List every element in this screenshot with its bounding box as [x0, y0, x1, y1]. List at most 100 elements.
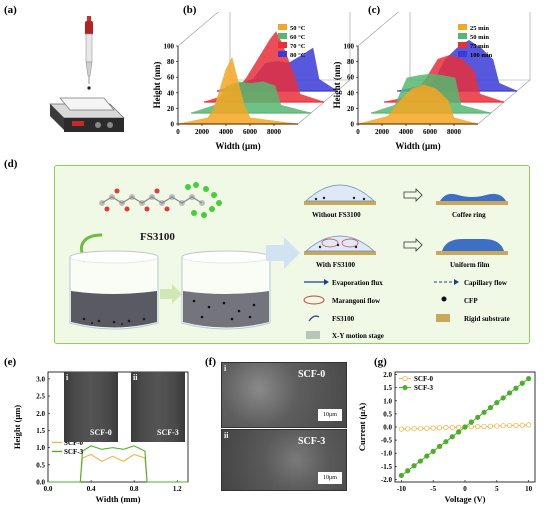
- fs3100-icon: [308, 315, 320, 322]
- chart-c: 0 2000 4000 6000 8000 0 20 40 60 80 100 Width (μm) H…: [332, 12, 531, 151]
- x-tick-label: 8000: [447, 128, 462, 136]
- x-tick-label: 0: [356, 128, 360, 136]
- x-axis-label: Width (mm): [96, 494, 141, 504]
- sem-label: SCF-0: [298, 369, 326, 380]
- y-tick-label: 80: [167, 58, 175, 66]
- chart-b: 0 2000 4000 6000 8000 0 20 40 60 80 100 Width (μm) H…: [152, 12, 351, 151]
- data-point: [430, 448, 436, 454]
- data-point: [500, 395, 506, 401]
- legend-label: 100 min: [470, 52, 493, 59]
- panel-f-label: (f): [205, 356, 216, 368]
- y-tick-label: -2.0: [381, 476, 393, 484]
- legend-swatch: [278, 42, 287, 48]
- x-axis-label: Width (μm): [395, 141, 440, 151]
- x-tick-label: -10: [397, 485, 407, 493]
- x-tick-label: 6000: [243, 128, 258, 136]
- legend-swatch: [458, 42, 467, 48]
- legend-label: 60 °C: [290, 34, 306, 41]
- legend-swatch: [278, 33, 287, 39]
- panel-d-label: (d): [4, 158, 18, 170]
- y-tick-label: 20: [167, 105, 175, 113]
- x-tick-label: 0.8: [130, 485, 139, 493]
- x-tick-label: 8000: [267, 128, 282, 136]
- coffee-ring-label: Coffee ring: [452, 211, 486, 219]
- y-tick-label: 1.0: [383, 397, 392, 405]
- legend-label: 75 min: [470, 43, 489, 50]
- data-point: [506, 422, 513, 429]
- x-tick-label: -5: [430, 485, 436, 493]
- y-tick-label: 0: [171, 121, 175, 129]
- fs3100-molecule-icon: [99, 182, 222, 218]
- data-point: [487, 405, 494, 411]
- x-tick-label: 0.0: [44, 485, 53, 493]
- data-point: [443, 439, 449, 445]
- data-point: [398, 472, 404, 479]
- data-point: [449, 424, 455, 431]
- data-point: [417, 425, 424, 432]
- y-tick-label: 0.0: [36, 479, 45, 487]
- data-point: [449, 434, 455, 440]
- legend-swatch: [458, 33, 467, 39]
- data-point: [475, 423, 481, 430]
- y-tick-label: 80: [347, 58, 355, 66]
- x-axis-label: Voltage (V): [445, 494, 486, 504]
- y-tick-label: 0.5: [383, 410, 392, 418]
- marangoni-flow-icon: [303, 295, 325, 305]
- y-tick-label: 2.5: [36, 393, 45, 401]
- sem-index: i: [224, 364, 227, 373]
- legend-swatch: [278, 51, 287, 57]
- data-point: [436, 443, 443, 449]
- y-tick-label: 2.0: [36, 410, 45, 418]
- data-point: [462, 424, 468, 430]
- rigid-substrate-icon: [436, 314, 450, 322]
- data-point: [398, 426, 404, 432]
- beaker-arrow-icon: [160, 289, 174, 299]
- legend-label: 70 °C: [290, 43, 306, 50]
- series-area: [177, 56, 299, 125]
- legend-swatch: [458, 24, 467, 30]
- legend-marangoni: Marangoni flow: [332, 297, 381, 305]
- micrograph-scf0: i SCF-0: [64, 372, 118, 442]
- y-tick-label: 1.5: [36, 427, 45, 435]
- data-point: [526, 422, 532, 428]
- x-tick-label: 5: [495, 485, 499, 493]
- x-tick-label: 4000: [399, 128, 414, 136]
- panel-g-label: (g): [374, 356, 387, 368]
- legend-label: 80 °C: [290, 52, 306, 59]
- scale-bar: 10μm: [318, 472, 342, 484]
- y-tick-label: 60: [167, 74, 175, 82]
- y-axis-label: Height (nm): [332, 62, 342, 109]
- arrow-icon: [403, 238, 423, 252]
- with-label: With FS3100: [316, 261, 355, 269]
- y-tick-label: 20: [347, 105, 355, 113]
- y-tick-label: 3.0: [36, 375, 45, 383]
- legend-swatch: [278, 24, 287, 30]
- legend-label: 25 min: [470, 25, 489, 32]
- legend-rigid: Rigid substrate: [464, 315, 510, 323]
- chart-g: -10 -5 0 5 10 -2.0 -1.5 -1.0 -0.5 0.0 0.5 1.0 1.5 2.0…: [357, 371, 536, 504]
- y-tick-label: -0.5: [381, 437, 393, 445]
- y-tick-label: -1.5: [381, 463, 393, 471]
- sem-label: SCF-3: [298, 436, 326, 447]
- sem-image-scf0: i SCF-0 10μm: [221, 362, 347, 428]
- data-point: [481, 423, 487, 430]
- y-tick-label: 0.0: [383, 424, 392, 432]
- plot-frame: [47, 371, 189, 483]
- data-point: [513, 385, 519, 391]
- y-tick-label: 1.5: [383, 384, 392, 392]
- beaker-left-icon: [69, 250, 159, 330]
- sem-image-scf3: ii SCF-3 10μm: [221, 429, 347, 491]
- data-point: [487, 423, 494, 429]
- data-point: [481, 409, 487, 415]
- y-axis-label: Height (μm): [12, 405, 22, 449]
- x-tick-label: 0: [176, 128, 180, 136]
- data-point: [430, 425, 436, 431]
- x-tick-label: 2000: [195, 128, 210, 136]
- micrograph-label: SCF-0: [90, 428, 112, 437]
- data-point: [436, 425, 443, 431]
- scale-bar: 10μm: [318, 409, 342, 421]
- x-tick-label: 0.4: [87, 485, 96, 493]
- legend-swatch: [458, 51, 467, 57]
- micrograph-index: ii: [133, 373, 138, 382]
- depth-edge: [357, 12, 399, 47]
